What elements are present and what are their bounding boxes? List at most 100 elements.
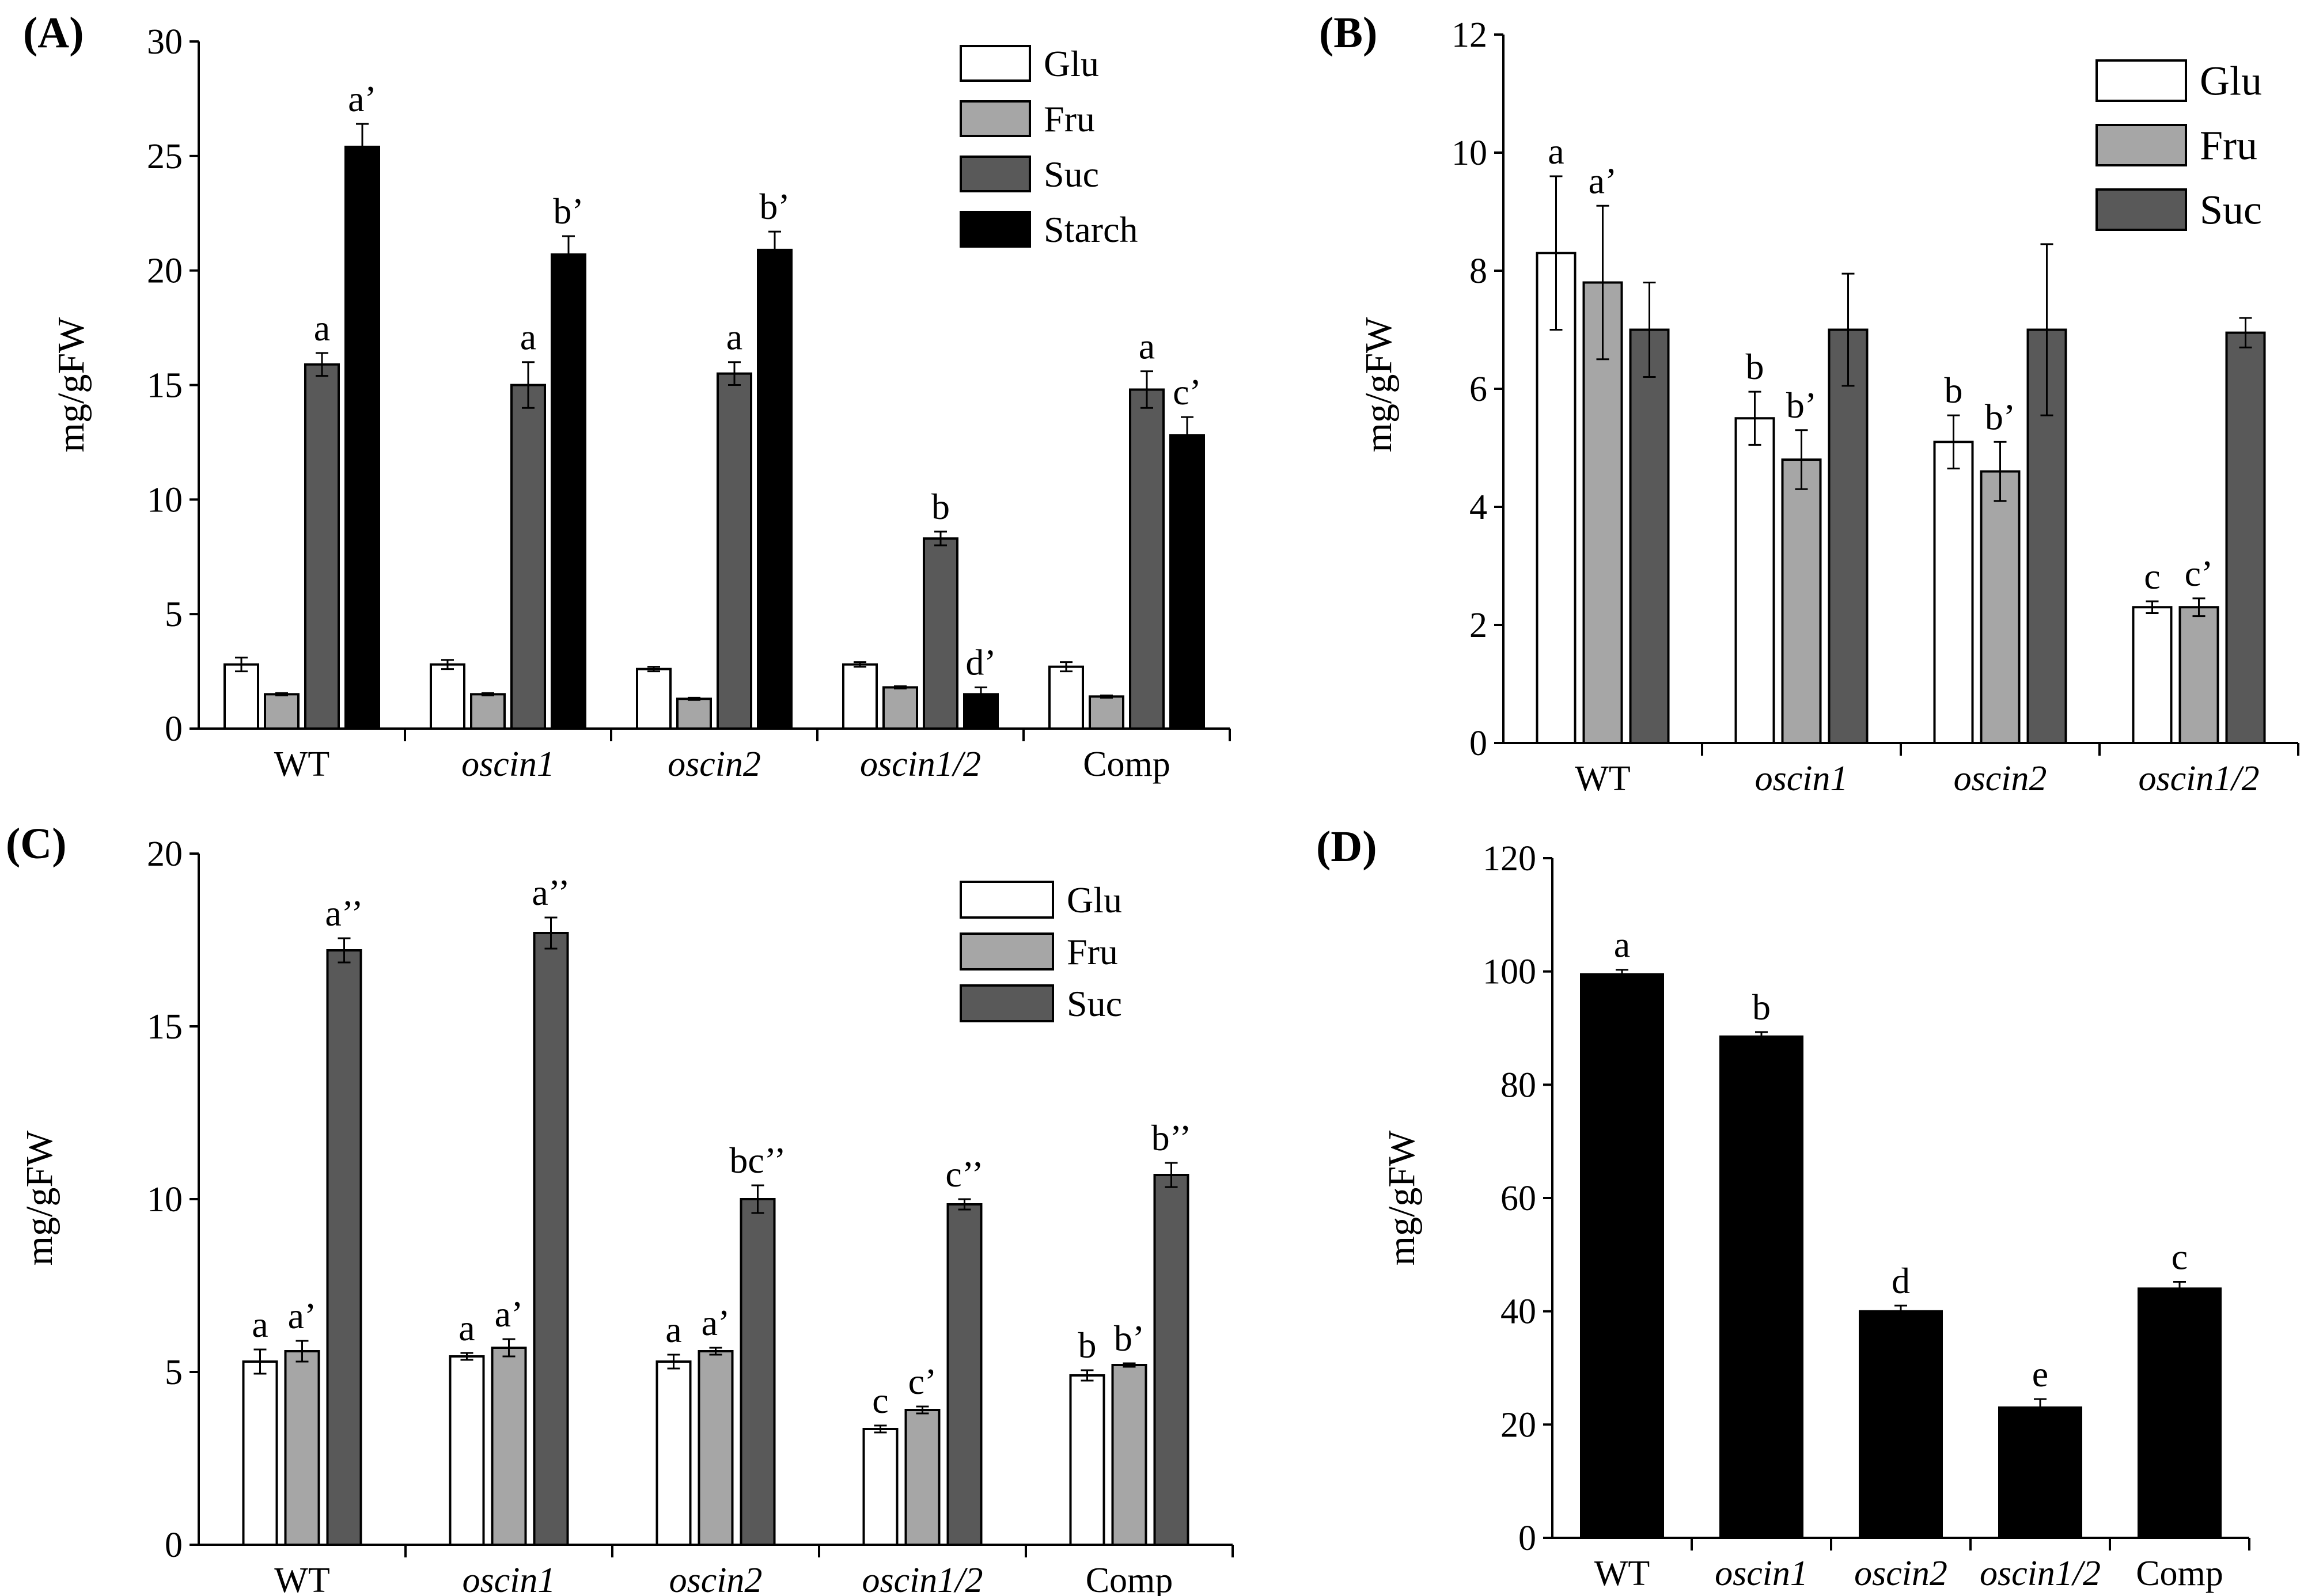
y-tick-label: 15 (147, 366, 183, 405)
significance-label: d’ (965, 642, 996, 683)
significance-label: a (665, 1309, 681, 1350)
legend-label: Suc (1067, 983, 1122, 1024)
bar-fru (264, 693, 300, 730)
bar-suc (510, 384, 546, 730)
legend-swatch-fru (960, 100, 1031, 137)
legend-swatch-glu (2095, 59, 2187, 102)
y-tick-label: 12 (1452, 16, 1487, 55)
y-tick-label: 2 (1469, 606, 1487, 645)
bar-starch (1998, 1406, 2082, 1539)
bar-suc (740, 1198, 776, 1546)
legend-label: Fru (2200, 122, 2257, 168)
x-tick-label: Comp (1083, 745, 1170, 784)
bar-suc (923, 537, 958, 730)
y-tick-label: 5 (165, 1353, 183, 1392)
bar-starch (551, 253, 586, 730)
significance-label: a (252, 1304, 268, 1345)
bar-suc (2225, 331, 2266, 744)
significance-label: b’ (1786, 385, 1817, 426)
significance-label: a (1139, 326, 1155, 367)
y-tick-label: 0 (1518, 1519, 1536, 1558)
bar-suc (326, 949, 362, 1546)
y-tick-label: 20 (1500, 1405, 1536, 1445)
y-tick-label: 10 (147, 480, 183, 520)
significance-label: a’ (348, 78, 377, 119)
significance-label: a’ (288, 1295, 317, 1336)
significance-label: c’ (1173, 371, 1202, 412)
panel-label: (C) (6, 820, 67, 868)
bar-suc (717, 372, 752, 730)
bar-fru (882, 686, 918, 730)
y-tick-label: 20 (147, 252, 183, 291)
legend-swatch-starch (960, 211, 1031, 248)
significance-label: a’’ (325, 893, 363, 934)
significance-label: b’ (1114, 1318, 1145, 1359)
panel-label: (D) (1316, 822, 1377, 871)
x-tick-label: WT (274, 1561, 329, 1596)
significance-label: b (1078, 1325, 1097, 1366)
y-tick-label: 10 (147, 1180, 183, 1219)
bar-fru (491, 1347, 527, 1546)
x-tick-label: WT (274, 745, 329, 784)
bar-starch (1859, 1310, 1943, 1540)
significance-label: b (931, 486, 950, 527)
bar-fru (470, 693, 506, 730)
x-tick-label: oscin2 (1854, 1554, 1947, 1593)
legend-swatch-suc (960, 984, 1054, 1022)
panel-a: (A) 0 5 10 15 20 25 30 mg/gFW WT oscin1 oscin2 oscin… (23, 9, 1231, 784)
significance-label: c’ (908, 1361, 937, 1402)
significance-label: e (2032, 1354, 2048, 1394)
x-tick-label: oscin1 (1715, 1554, 1808, 1593)
y-tick-label: 60 (1500, 1179, 1536, 1218)
legend-label: Starch (1044, 209, 1138, 250)
y-axis-label: mg/gFW (1358, 317, 1400, 452)
x-tick-label: Comp (2136, 1554, 2223, 1593)
x-tick-label: WT (1575, 759, 1630, 798)
y-tick-label: 25 (147, 137, 183, 176)
bar-glu (862, 1428, 899, 1546)
significance-label: a (726, 317, 742, 358)
panel-d: (D) 0 20 40 60 80 100 120 mg/gFW WT oscin1 oscin2 os… (1316, 822, 2250, 1593)
bar-glu (1069, 1374, 1105, 1546)
bar-suc (1153, 1174, 1189, 1546)
bar-suc (946, 1203, 983, 1546)
y-tick-label: 80 (1500, 1066, 1536, 1105)
y-tick-label: 4 (1469, 488, 1487, 527)
bar-fru (698, 1350, 734, 1546)
x-tick-label: oscin1/2 (2138, 759, 2259, 798)
y-tick-label: 0 (1469, 724, 1487, 763)
bar-starch (344, 145, 380, 730)
significance-label: d (1892, 1260, 1910, 1301)
x-tick-label: oscin2 (669, 1561, 763, 1596)
significance-label: a (520, 317, 536, 358)
bar-fru (904, 1409, 941, 1546)
legend-swatch-glu (960, 45, 1031, 82)
y-axis-label: mg/gFW (18, 1130, 60, 1265)
bar-glu (449, 1355, 485, 1546)
legend-swatch-glu (960, 881, 1054, 919)
significance-label: c’ (2185, 553, 2214, 594)
significance-label: a (458, 1307, 475, 1348)
bar-fru (1980, 470, 2021, 744)
significance-label: b (1945, 370, 1963, 411)
bar-starch (1169, 434, 1205, 730)
legend-label: Glu (1067, 879, 1122, 920)
y-tick-label: 0 (165, 710, 183, 749)
significance-label: a (1614, 924, 1630, 965)
y-tick-label: 100 (1483, 953, 1536, 992)
x-tick-label: oscin1 (463, 1561, 556, 1596)
y-tick-label: 0 (165, 1526, 183, 1565)
bar-glu (2132, 606, 2173, 744)
significance-label: b (1746, 346, 1764, 387)
bar-glu (242, 1360, 278, 1546)
significance-label: a (314, 308, 330, 348)
panel-label: (A) (23, 9, 84, 57)
significance-label: b’ (1985, 396, 2015, 437)
x-tick-label: oscin1/2 (1980, 1554, 2101, 1593)
y-tick-label: 120 (1483, 839, 1536, 878)
panel-label: (B) (1319, 9, 1377, 57)
y-tick-label: 8 (1469, 252, 1487, 291)
y-tick-label: 30 (147, 22, 183, 62)
significance-label: b’ (553, 191, 583, 232)
